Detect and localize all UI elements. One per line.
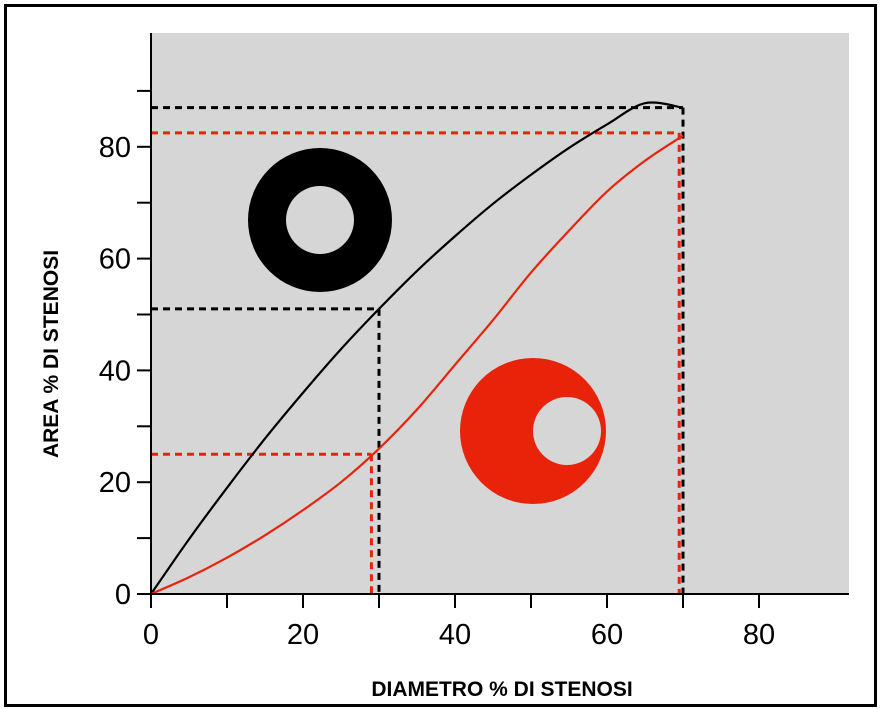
series-lines [150,101,684,596]
x-tick-label: 40 [439,619,471,651]
x-axis-title: DIAMETRO % DI STENOSI [371,678,632,701]
plot-background [151,33,849,594]
reference-lines [151,106,685,594]
eccentric-ring-icon [460,358,606,504]
series-line [150,134,684,596]
y-axis-title: AREA % DI STENOSI [40,250,63,458]
x-tick-label: 60 [591,619,623,651]
y-tick-label: 0 [115,579,131,611]
axes: 0 20 40 60 80 0 20 40 60 80 [99,33,849,651]
x-tick-label: 20 [287,619,319,651]
x-tick-label: 80 [743,619,775,651]
x-tick-label: 0 [143,619,159,651]
annotation-icons [248,148,606,504]
concentric-ring-icon [248,148,392,292]
y-tick-label: 80 [99,132,131,164]
series-line [150,101,684,595]
y-tick-label: 20 [99,467,131,499]
y-tick-label: 60 [99,244,131,276]
y-tick-label: 40 [99,355,131,387]
